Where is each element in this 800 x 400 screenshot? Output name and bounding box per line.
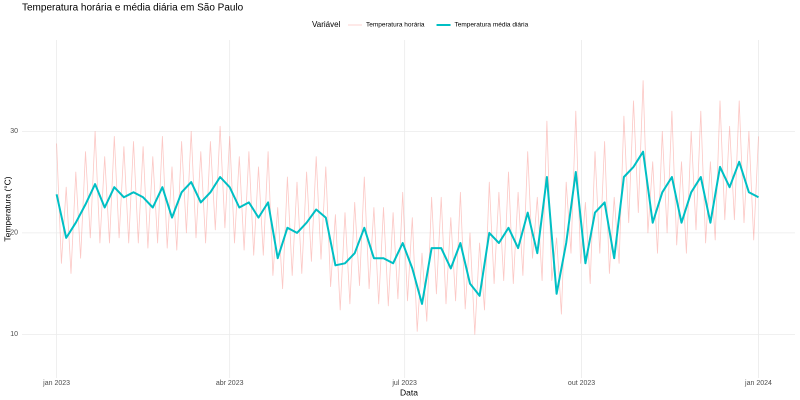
x-axis-label: Data: [400, 387, 418, 397]
y-tick-label: 20: [10, 230, 18, 237]
x-tick-label: out 2023: [568, 380, 595, 387]
y-tick-label: 10: [10, 331, 18, 338]
y-tick-label: 30: [10, 128, 18, 135]
x-tick-label: jan 2023: [42, 380, 70, 387]
x-tick-label: jan 2024: [744, 380, 772, 387]
y-axis-label: Temperatura (°C): [2, 176, 12, 241]
x-tick-label: jul 2023: [391, 380, 417, 387]
legend-label: Temperatura horária: [366, 22, 425, 29]
chart-title: Temperatura horária e média diária em Sã…: [22, 3, 244, 14]
series-line: [55, 150, 759, 305]
legend-title: Variável: [312, 20, 341, 29]
x-tick-label: abr 2023: [216, 380, 244, 387]
legend-label: Temperatura média diária: [455, 22, 529, 29]
series-line: [56, 80, 759, 335]
